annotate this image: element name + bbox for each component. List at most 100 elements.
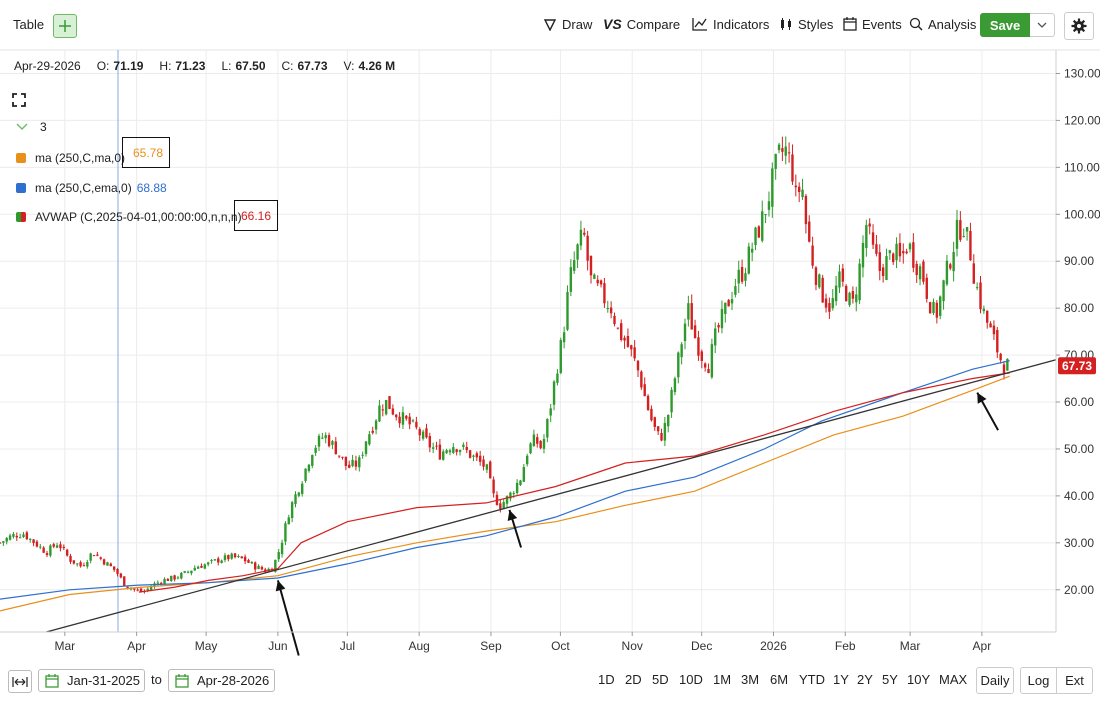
y-tick-label: 20.00 xyxy=(1064,583,1094,597)
x-tick-label: Jun xyxy=(268,639,287,653)
candle-body xyxy=(166,578,170,581)
styles-button[interactable]: Styles xyxy=(779,10,833,38)
candle-body xyxy=(589,255,593,276)
range-3m[interactable]: 3M xyxy=(741,672,760,687)
candle-body xyxy=(59,544,62,549)
candle-body xyxy=(42,547,45,553)
candle-body xyxy=(677,352,680,378)
fit-range-button[interactable] xyxy=(8,670,32,693)
range-max[interactable]: MAX xyxy=(939,672,968,687)
chevron-down-icon xyxy=(16,123,28,130)
range-ytd[interactable]: YTD xyxy=(799,672,825,687)
candle-body xyxy=(630,345,633,350)
events-button[interactable]: Events xyxy=(843,10,902,38)
candle-body xyxy=(159,582,163,584)
y-tick-label: 60.00 xyxy=(1064,395,1094,409)
candle-body xyxy=(717,325,720,328)
candle-body xyxy=(119,573,123,578)
candle-body xyxy=(395,414,398,418)
candle-body xyxy=(734,286,737,295)
range-1y[interactable]: 1Y xyxy=(833,672,849,687)
candle-body xyxy=(0,542,2,544)
range-2d[interactable]: 2D xyxy=(625,672,642,687)
candle-body xyxy=(730,299,734,304)
legend-toggle[interactable]: 3 xyxy=(16,120,47,134)
y-tick-label: 90.00 xyxy=(1064,254,1094,268)
candle-body xyxy=(505,495,509,504)
candle-body xyxy=(656,426,660,432)
candle-body xyxy=(895,243,898,261)
range-5y[interactable]: 5Y xyxy=(882,672,898,687)
end-date-field[interactable]: Apr-28-2026 xyxy=(168,669,275,692)
candle-body xyxy=(227,554,230,560)
series-line xyxy=(0,360,1010,600)
candle-body xyxy=(156,582,160,584)
candle-body xyxy=(307,464,311,471)
candle-body xyxy=(955,219,959,249)
extended-hours-button[interactable]: Ext xyxy=(1057,667,1093,694)
log-scale-button[interactable]: Log xyxy=(1020,667,1057,694)
candle-body xyxy=(277,552,280,560)
legend-item-ema[interactable]: ma (250,C,ema,0) 68.88 xyxy=(16,181,167,195)
candle-body xyxy=(217,558,220,563)
table-button[interactable]: Table xyxy=(13,10,44,38)
candle-body xyxy=(942,280,945,302)
indicators-button[interactable]: Indicators xyxy=(692,10,769,38)
save-button[interactable]: Save xyxy=(980,13,1030,37)
legend-item-sma[interactable]: ma (250,C,ma,0) xyxy=(16,151,125,165)
candle-body xyxy=(351,459,354,467)
draw-button[interactable]: Draw xyxy=(543,10,592,38)
start-date-field[interactable]: Jan-31-2025 xyxy=(38,669,145,692)
legend-item-avwap[interactable]: AVWAP (C,2025-04-01,00:00:00,n,n,n) xyxy=(16,210,242,224)
legend-label: ma (250,C,ma,0) xyxy=(35,151,126,165)
candle-body xyxy=(106,562,109,566)
candle-body xyxy=(193,567,196,571)
candle-body xyxy=(549,408,552,416)
expand-button[interactable] xyxy=(12,93,28,109)
candle-body xyxy=(556,373,559,383)
candle-body xyxy=(314,447,317,453)
candle-body xyxy=(15,535,18,538)
range-5d[interactable]: 5D xyxy=(652,672,669,687)
ohlc-readout: Apr-29-2026 O: 71.19 H: 71.23 L: 67.50 C… xyxy=(14,59,395,73)
candle-body xyxy=(767,201,771,210)
save-dropdown-button[interactable] xyxy=(1030,13,1055,37)
candle-body xyxy=(509,492,512,499)
interval-daily-button[interactable]: Daily xyxy=(976,667,1014,694)
x-tick-label: Feb xyxy=(835,639,856,653)
candle-body xyxy=(102,559,106,565)
bottom-bar xyxy=(0,660,1100,709)
candle-body xyxy=(405,415,408,419)
candle-body xyxy=(327,435,331,447)
crosshair-toggle[interactable] xyxy=(53,14,77,38)
candle-body xyxy=(918,266,922,280)
candle-body xyxy=(720,309,724,329)
candle-body xyxy=(129,588,133,590)
candle-body xyxy=(888,250,892,254)
candle-body xyxy=(12,533,15,537)
candle-body xyxy=(650,408,653,421)
candle-body xyxy=(123,576,126,587)
settings-button[interactable] xyxy=(1064,12,1094,40)
candle-body xyxy=(280,542,284,555)
range-1d[interactable]: 1D xyxy=(598,672,615,687)
candle-body xyxy=(458,449,462,452)
analysis-button[interactable]: Analysis xyxy=(909,10,976,38)
candle-body xyxy=(374,420,378,430)
candle-body xyxy=(331,441,334,445)
candle-body xyxy=(616,327,620,329)
candle-body xyxy=(472,455,475,457)
chevron-down-icon xyxy=(1037,22,1047,28)
range-1m[interactable]: 1M xyxy=(713,672,732,687)
range-6m[interactable]: 6M xyxy=(770,672,789,687)
candle-body xyxy=(368,434,371,445)
compare-button[interactable]: VS Compare xyxy=(603,10,680,38)
candle-body xyxy=(311,455,314,466)
range-10d[interactable]: 10D xyxy=(679,672,703,687)
range-2y[interactable]: 2Y xyxy=(857,672,873,687)
y-tick-label: 40.00 xyxy=(1064,489,1094,503)
range-10y[interactable]: 10Y xyxy=(907,672,931,687)
candle-body xyxy=(378,405,381,422)
candle-body xyxy=(576,244,579,260)
